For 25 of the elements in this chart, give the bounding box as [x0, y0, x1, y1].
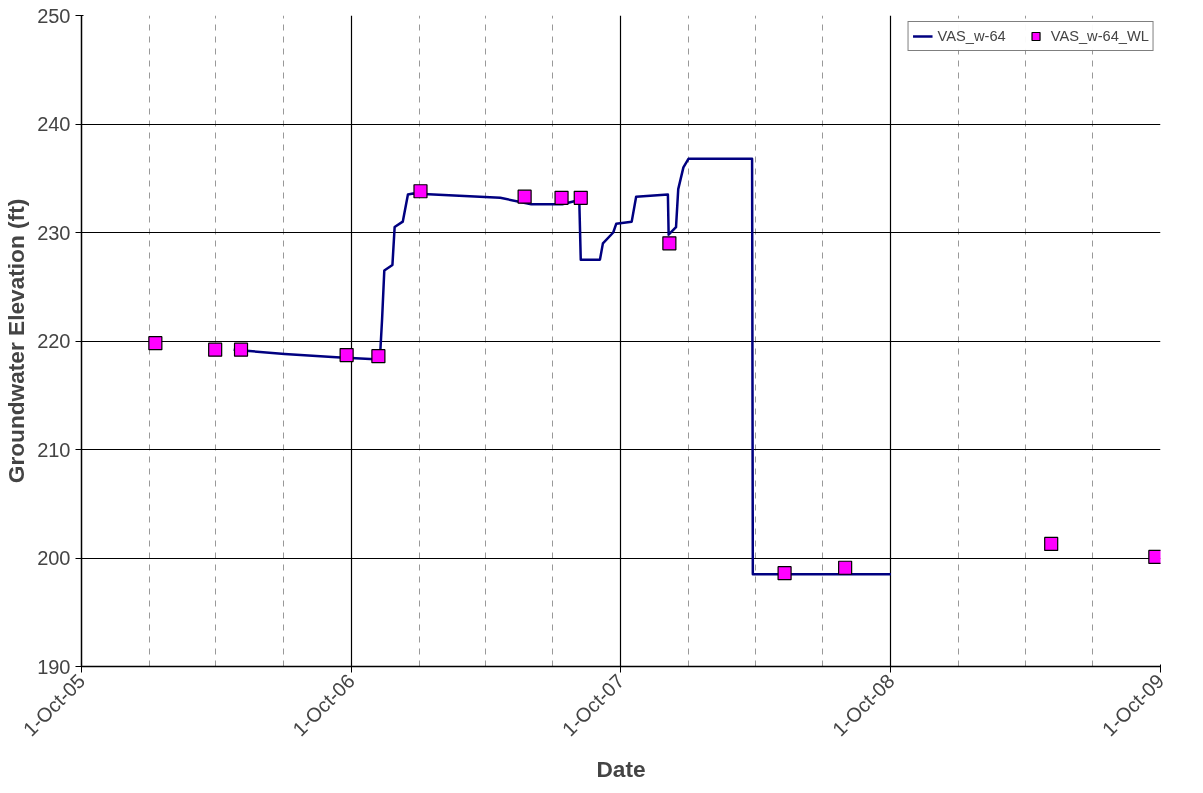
x-axis-title: Date	[596, 756, 646, 783]
point	[662, 236, 677, 251]
y-tick-label: 220	[37, 330, 71, 352]
point	[371, 349, 386, 364]
point	[777, 566, 792, 581]
point	[1044, 536, 1059, 551]
y-tick-label: 230	[37, 221, 71, 244]
point	[233, 342, 249, 357]
point	[1148, 549, 1161, 565]
point	[838, 560, 853, 575]
y-tick-label: 190	[37, 655, 71, 678]
point	[573, 190, 588, 205]
y-tick-label: 250	[37, 4, 71, 27]
point	[517, 189, 532, 204]
y-tick-label: 200	[37, 547, 71, 569]
legend-label: VAS_w-64	[937, 28, 1006, 44]
y-tick-label: 210	[37, 438, 71, 461]
point	[148, 336, 163, 351]
legend-label: VAS_w-64_WL	[1050, 28, 1149, 44]
point	[413, 184, 428, 199]
y-axis-title: Groundwater Elevation (ft)	[3, 198, 30, 484]
point	[208, 342, 223, 357]
point	[339, 348, 354, 363]
y-tick-label: 240	[37, 113, 71, 135]
point	[554, 190, 569, 205]
